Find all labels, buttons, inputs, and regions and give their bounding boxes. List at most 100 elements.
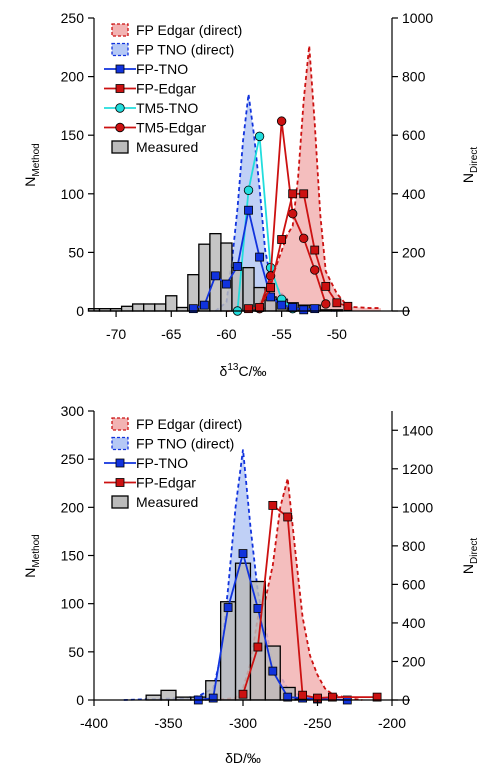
y-left-tick-label: 250 [61, 10, 85, 26]
fp-edgar-point [310, 245, 320, 255]
x-tick-label: -350 [154, 715, 182, 731]
measured-bar [154, 303, 167, 312]
tm5-edgar-point [287, 209, 298, 219]
x-tick-label: -55 [272, 326, 292, 342]
fp-edgar-point [298, 690, 308, 700]
measured-bar [145, 694, 162, 701]
fp-edgar-point [268, 501, 278, 510]
legend: FP Edgar (direct) FP TNO (direct) FP-TNO FP… [104, 416, 242, 510]
legend-entry: FP Edgar (direct) [111, 416, 242, 432]
legend-entry: FP TNO (direct) [111, 436, 234, 452]
legend-label: FP Edgar (direct) [136, 22, 242, 38]
tm5-edgar-point [299, 233, 309, 244]
fp-tno-point [199, 300, 209, 310]
fp-edgar-point [321, 281, 331, 291]
y-right-axis-label: NDirect [460, 147, 480, 183]
fp-edgar-point [299, 189, 309, 199]
fp-edgar-point [288, 189, 298, 199]
fp-edgar-point [327, 692, 337, 702]
legend-entry: FP TNO (direct) [111, 42, 234, 58]
x-tick-label: -400 [80, 715, 108, 731]
y-left-tick-label: 200 [61, 69, 85, 85]
legend-entry: Measured [111, 494, 198, 510]
legend: FP Edgar (direct) FP TNO (direct) FP-TNO FP… [104, 22, 242, 155]
fp-edgar-point [283, 512, 293, 522]
legend-label: FP TNO (direct) [136, 436, 234, 452]
legend-label: FP-TNO [136, 61, 188, 77]
fp-tno-point [310, 304, 320, 314]
fp-edgar-point [238, 689, 248, 699]
y-left-tick-label: 100 [61, 186, 85, 202]
y-right-tick-label: 600 [402, 127, 426, 143]
x-tick-label: -60 [216, 326, 236, 342]
fp-edgar-line [248, 192, 349, 310]
y-right-tick-label: 0 [402, 692, 410, 708]
y-left-tick-label: 250 [61, 451, 85, 467]
fp-tno-point [268, 666, 278, 676]
tm5-edgar-point [276, 116, 287, 126]
fp-tno-direct-fill [215, 94, 337, 312]
fp-tno-point [208, 693, 218, 703]
legend-label: FP-TNO [136, 455, 188, 471]
fp-edgar-point [253, 642, 263, 652]
chart-panel-1: 0 50 100 150 200 250 0 200 400 600 800 1000 -70 -65 -6… [22, 10, 480, 379]
x-axis-label: δD/‰ [225, 750, 261, 766]
y-right-tick-label: 1400 [402, 422, 433, 438]
fp-tno-line [198, 550, 348, 701]
measured-bar [143, 303, 156, 312]
measured-bar [120, 305, 134, 312]
legend-entry: TM5-Edgar [104, 120, 206, 136]
y-right-tick-label: 1200 [402, 461, 433, 477]
legend-label: FP-Edgar [136, 475, 196, 491]
measured-bar [131, 303, 145, 312]
fp-edgar-point [255, 303, 264, 312]
y-right-tick-label: 200 [402, 244, 426, 260]
legend-entry: FP-TNO [104, 455, 188, 471]
legend-entry: TM5-TNO [104, 100, 198, 116]
tm5-edgar-point [310, 265, 320, 275]
fp-tno-point [188, 304, 198, 314]
y-left-tick-label: 50 [68, 244, 84, 260]
fp-edgar-point [372, 692, 382, 702]
legend-label: FP TNO (direct) [136, 42, 234, 58]
fp-tno-point [255, 252, 264, 262]
y-left-tick-label: 0 [76, 692, 84, 708]
measured-bar [165, 295, 178, 312]
fp-tno-point [223, 603, 233, 612]
fp-edgar-point [266, 283, 275, 292]
legend-marker [115, 64, 125, 74]
fp-edgar-direct-fill [213, 478, 363, 700]
fp-edgar-point [277, 235, 287, 244]
y-left-tick-label: 150 [61, 127, 85, 143]
legend-swatch [111, 42, 129, 57]
y-left-tick-label: 300 [61, 403, 85, 419]
legend-marker [115, 478, 125, 487]
y-left-tick-label: 50 [68, 644, 84, 660]
fp-tno-point [277, 300, 287, 310]
legend-label: FP Edgar (direct) [136, 416, 242, 432]
fp-tno-point [299, 305, 309, 315]
legend-entry: Measured [111, 139, 198, 155]
fp-tno-point [253, 604, 263, 613]
y-left-tick-label: 100 [61, 596, 85, 612]
fp-tno-point [233, 262, 242, 271]
fp-tno-point [266, 292, 275, 302]
y-right-tick-label: 800 [402, 69, 426, 85]
y-left-axis-label: NMethod [22, 143, 42, 186]
y-right-tick-label: 400 [402, 615, 426, 631]
y-left-axis-label: NMethod [22, 534, 42, 577]
chart-panel-2: 0 50 100 150 200 250 300 0 200 400 600 800 1000 1200 1… [22, 403, 480, 766]
y-left-tick-label: 150 [61, 548, 85, 564]
fp-tno-point [288, 303, 298, 312]
legend-swatch [111, 495, 129, 509]
fp-tno-point [244, 205, 253, 215]
tm5-tno-point [254, 131, 265, 142]
x-tick-label: -300 [229, 715, 257, 731]
y-left-tick-label: 0 [76, 303, 84, 319]
y-right-tick-label: 200 [402, 653, 426, 669]
legend-label: TM5-Edgar [136, 120, 206, 136]
legend-label: Measured [136, 139, 198, 155]
fp-tno-point [238, 549, 248, 558]
x-tick-label: -65 [161, 326, 181, 342]
